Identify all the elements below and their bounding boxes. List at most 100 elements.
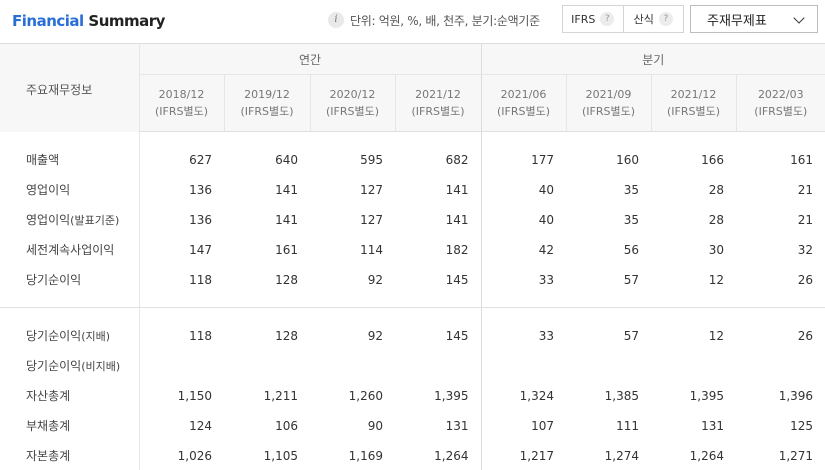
value-cell: 92 xyxy=(367,272,383,287)
period-basis: (IFRS별도) xyxy=(154,105,209,118)
value-cell: 1,217 xyxy=(519,448,555,463)
value-cell xyxy=(395,350,482,381)
value-cell: 141 xyxy=(275,182,298,197)
value-cell: 682 xyxy=(395,144,482,175)
row-label-main: 당기순이익 xyxy=(26,359,82,373)
value-cell: 35 xyxy=(623,212,640,227)
section-title: Financial Summary xyxy=(12,12,165,30)
value-cell: 26 xyxy=(797,272,814,287)
value-cell: 1,211 xyxy=(263,388,298,403)
value-cell: 92 xyxy=(367,328,383,343)
row-label-main: 세전계속사업이익 xyxy=(26,243,115,257)
row-header: 주요재무정보 xyxy=(0,43,140,132)
value-cell: 127 xyxy=(360,212,383,227)
value-cell: 627 xyxy=(189,152,212,167)
group-annual: 연간 xyxy=(139,43,482,75)
row-label-main: 영업이익 xyxy=(26,183,71,197)
row-label-main: 당기순이익 xyxy=(26,273,82,287)
value-cell: 125 xyxy=(790,418,814,433)
toggle-ifrs-label: IFRS xyxy=(571,12,596,26)
value-cell: 114 xyxy=(360,242,383,257)
period-date: 2018/12 xyxy=(158,88,205,101)
row-label: 매출액 xyxy=(0,144,140,175)
period-header: 2021/12 (IFRS별도) xyxy=(395,74,482,132)
value-cell: 40 xyxy=(538,212,555,227)
value-cell: 32 xyxy=(797,242,814,257)
value-cell: 12 xyxy=(708,328,725,343)
value-cell xyxy=(310,351,395,381)
standard-toggle: IFRS ? 산식 ? xyxy=(562,5,684,33)
period-date: 2021/09 xyxy=(585,88,632,101)
value-cell: 1,396 xyxy=(778,388,814,403)
period-date: 2020/12 xyxy=(329,88,376,101)
period-header: 2019/12 (IFRS별도) xyxy=(224,74,311,132)
row-label: 부채총계 xyxy=(0,410,140,441)
row-label-main: 영업이익 xyxy=(26,213,71,227)
value-cell: 128 xyxy=(275,328,298,343)
period-basis: (IFRS별도) xyxy=(411,105,465,118)
value-cell: 177 xyxy=(531,152,555,167)
value-cell: 42 xyxy=(538,242,555,257)
chevron-down-icon xyxy=(793,12,805,24)
statement-select-value: 주재무제표 xyxy=(707,13,767,29)
value-cell xyxy=(481,351,566,381)
value-cell: 595 xyxy=(360,152,383,167)
value-cell: 136 xyxy=(189,212,212,227)
value-cell: 1,274 xyxy=(604,448,640,463)
period-date: 2022/03 xyxy=(757,88,804,101)
value-cell: 1,026 xyxy=(177,448,212,463)
toggle-formula[interactable]: 산식 ? xyxy=(622,6,684,32)
value-cell: 128 xyxy=(275,272,298,287)
table-row: 세전계속사업이익 147 161 114 182 42 56 30 32 xyxy=(0,234,825,265)
value-cell: 166 xyxy=(701,152,725,167)
help-icon[interactable]: ? xyxy=(658,12,673,26)
value-cell: 1,385 xyxy=(604,388,640,403)
row-label: 당기순이익 xyxy=(0,264,140,295)
statement-select[interactable]: 주재무제표 xyxy=(690,5,818,33)
value-cell: 12 xyxy=(708,272,725,287)
period-date: 2021/12 xyxy=(415,88,461,101)
table-row: 매출액 627 640 595 682 177 160 166 161 xyxy=(0,144,825,175)
value-cell: 160 xyxy=(616,152,640,167)
value-cell: 28 xyxy=(708,182,725,197)
value-cell xyxy=(224,351,310,381)
help-icon[interactable]: ? xyxy=(600,12,615,26)
row-label-main: 부채총계 xyxy=(26,419,71,433)
value-cell: 1,169 xyxy=(348,448,383,463)
toggle-ifrs[interactable]: IFRS ? xyxy=(563,6,623,32)
period-header: 2020/12 (IFRS별도) xyxy=(310,74,396,132)
toggle-formula-label: 산식 xyxy=(633,13,654,26)
period-basis: (IFRS별도) xyxy=(240,105,294,118)
value-cell: 141 xyxy=(395,174,482,205)
period-header: 2021/06 (IFRS별도) xyxy=(481,74,567,132)
row-label-main: 자본총계 xyxy=(26,449,71,463)
info-icon[interactable]: i xyxy=(328,12,344,28)
value-cell: 107 xyxy=(531,418,555,433)
row-label-sub: (발표기준) xyxy=(70,214,120,227)
value-cell xyxy=(139,351,224,381)
table-row: 자본총계 1,026 1,105 1,169 1,264 1,217 1,274 1,264 1… xyxy=(0,440,825,470)
row-label-sub: (지배) xyxy=(81,330,111,343)
value-cell: 1,395 xyxy=(395,380,482,411)
table-row: 영업이익(발표기준) 136 141 127 141 40 35 28 21 xyxy=(0,204,825,235)
period-header: 2022/03 (IFRS별도) xyxy=(736,74,825,132)
row-label: 당기순이익(지배) xyxy=(0,320,140,351)
value-cell: 1,395 xyxy=(689,388,725,403)
row-label: 영업이익(발표기준) xyxy=(0,204,140,235)
value-cell: 161 xyxy=(790,152,814,167)
row-label: 자산총계 xyxy=(0,380,140,411)
value-cell: 131 xyxy=(701,418,725,433)
period-basis: (IFRS별도) xyxy=(497,105,551,118)
value-cell: 1,271 xyxy=(778,448,814,463)
value-cell: 118 xyxy=(189,328,212,343)
financial-table: 주요재무정보 연간 분기 2018/12 (IFRS별도) 2019/12 (IFRS… xyxy=(0,43,825,470)
value-cell: 127 xyxy=(360,182,383,197)
value-cell: 1,264 xyxy=(395,440,482,470)
value-cell: 131 xyxy=(395,410,482,441)
value-cell: 35 xyxy=(623,182,640,197)
row-label: 세전계속사업이익 xyxy=(0,234,140,265)
group-quarter: 분기 xyxy=(481,43,825,75)
financial-summary-header: Financial Summary i 단위: 억원, %, 배, 천주, 분기… xyxy=(0,0,825,44)
value-cell xyxy=(651,351,736,381)
value-cell: 640 xyxy=(275,152,298,167)
